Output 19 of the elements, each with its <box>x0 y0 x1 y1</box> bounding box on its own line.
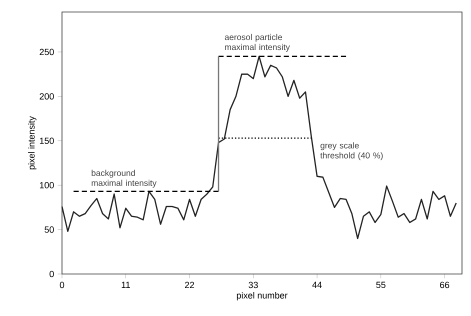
x-tick-label: 66 <box>440 282 450 288</box>
y-tick-label: 200 <box>40 93 54 100</box>
x-tick-label: 0 <box>60 282 64 288</box>
x-tick-label: 11 <box>122 282 130 288</box>
line-series <box>61 56 457 240</box>
x-tick-label: 33 <box>248 282 258 288</box>
y-tick-label: 150 <box>40 138 54 144</box>
y-tick-label: 0 <box>50 270 54 278</box>
y-tick-label: 250 <box>40 48 54 56</box>
y-axis-title: pixel intensity <box>28 116 36 170</box>
annotation: grey scale threshold (40 %) <box>320 142 383 160</box>
x-tick-label: 22 <box>185 282 194 288</box>
x-tick-label: 55 <box>376 282 386 288</box>
x-axis-title: pixel number <box>236 292 288 300</box>
y-tick-label: 100 <box>40 182 54 188</box>
annotation: background maximal intensity <box>92 170 157 188</box>
x-tick-label: 44 <box>312 282 322 288</box>
y-tick-label: 50 <box>44 226 54 233</box>
annotation: aerosol particle maximal intensity <box>224 34 290 52</box>
